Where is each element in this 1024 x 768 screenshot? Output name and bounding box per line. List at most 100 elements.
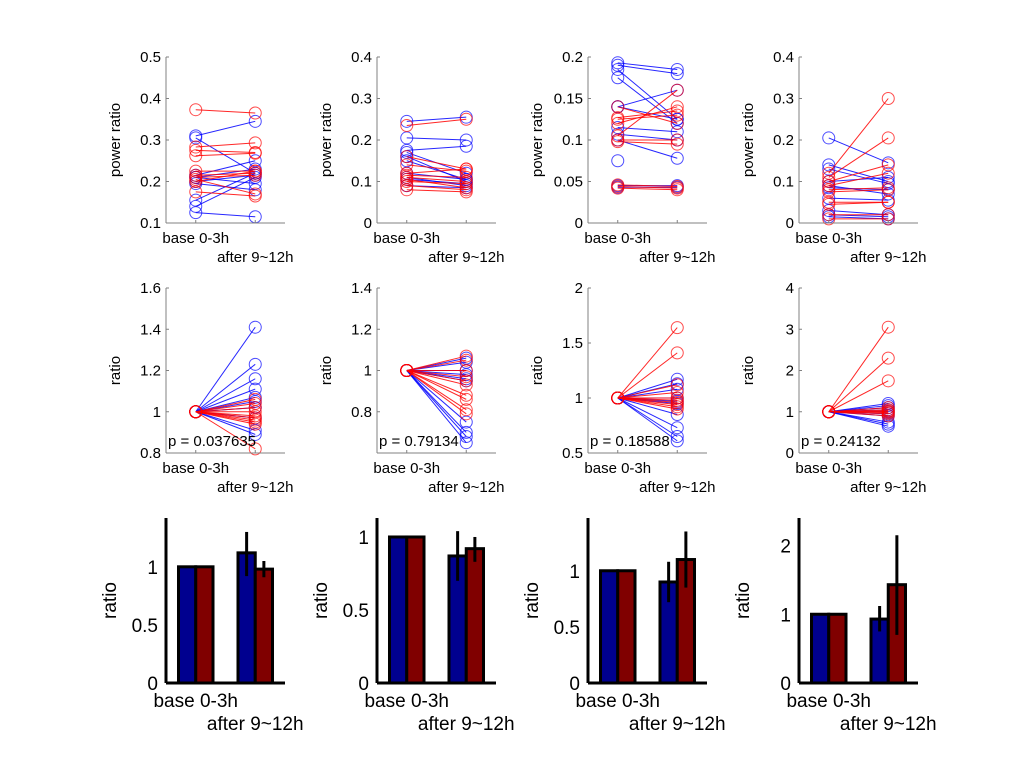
data-line-blue	[828, 137, 889, 164]
y-tick-label: 0	[575, 215, 583, 232]
data-line-red	[406, 174, 467, 178]
data-point-red	[459, 112, 473, 126]
data-point-red	[248, 136, 262, 150]
bar-red	[616, 569, 637, 685]
bar-red	[827, 612, 848, 685]
subplot-4: 0 0.1 0.2 0.3 0.4 base 0-3h after 9~12h power r…	[740, 49, 926, 266]
y-axis-label: ratio	[100, 582, 121, 619]
data-line-red	[195, 398, 256, 413]
y-tick-label: 0.1	[562, 132, 583, 149]
data-point-red	[822, 197, 836, 211]
y-tick-label: 0	[786, 445, 794, 462]
data-line-red	[406, 370, 467, 400]
data-point-red	[400, 364, 414, 377]
data-line-red	[406, 176, 467, 182]
data-line-blue	[617, 397, 678, 415]
data-line-red	[195, 411, 256, 425]
y-tick-label: 0.8	[140, 445, 161, 462]
data-point-red	[248, 442, 262, 456]
data-line-blue	[406, 370, 467, 423]
data-point-red	[881, 374, 895, 388]
data-line-red	[617, 392, 678, 399]
data-line-blue	[828, 411, 889, 427]
y-axis-label: power ratio	[740, 103, 757, 177]
data-line-blue	[406, 370, 467, 437]
data-point-red	[400, 183, 414, 197]
x-tick-label: after 9~12h	[207, 714, 304, 735]
data-point-red	[670, 378, 684, 392]
data-point-blue	[611, 71, 625, 85]
data-line-blue	[617, 397, 678, 429]
data-point-red	[189, 175, 203, 188]
y-axis-label: ratio	[733, 582, 754, 619]
data-line-red	[617, 110, 678, 119]
data-point-red	[822, 212, 836, 226]
subplot-3: 0 0.05 0.1 0.15 0.2 base 0-3h after 9~12h power…	[529, 49, 715, 266]
x-tick-label: after 9~12h	[428, 249, 504, 266]
data-point-blue	[400, 114, 414, 128]
data-line-blue	[195, 411, 256, 431]
data-line-red	[617, 114, 678, 120]
data-point-blue	[670, 67, 684, 81]
x-tick-label: base 0-3h	[795, 460, 862, 477]
data-line-red	[617, 106, 678, 124]
data-point-blue	[189, 199, 203, 213]
data-line-red	[406, 370, 467, 396]
y-tick-label: 0.2	[562, 49, 583, 66]
data-point-blue	[189, 206, 203, 220]
data-point-blue	[459, 139, 473, 153]
data-point-red	[459, 388, 473, 402]
data-point-blue	[248, 357, 262, 371]
y-axis-label: power ratio	[318, 103, 335, 177]
data-line-red	[406, 189, 467, 193]
data-line-red	[828, 187, 889, 191]
data-line-blue	[406, 160, 467, 180]
data-line-blue	[617, 388, 678, 399]
data-line-blue	[828, 210, 889, 216]
data-point-red	[670, 183, 684, 197]
data-line-blue	[195, 168, 256, 178]
data-line-red	[195, 407, 256, 413]
data-point-red	[459, 407, 473, 421]
y-axis-label: ratio	[522, 582, 543, 619]
y-tick-label: 1.4	[140, 321, 161, 338]
data-point-blue	[670, 62, 684, 76]
data-point-red	[670, 137, 684, 151]
y-tick-label: 1.2	[140, 363, 161, 380]
y-tick-label: 0.5	[132, 616, 158, 637]
data-line-red	[406, 359, 467, 371]
data-line-red	[406, 168, 467, 174]
data-line-red	[195, 178, 256, 195]
data-point-blue	[248, 114, 262, 128]
data-line-blue	[617, 89, 678, 108]
data-point-red	[670, 346, 684, 360]
p-value-annotation: p = 0.037635	[168, 433, 256, 450]
data-point-red	[248, 106, 262, 120]
data-point-red	[189, 185, 203, 199]
data-line-red	[617, 89, 678, 137]
data-line-red	[828, 201, 889, 205]
bar-blue	[598, 569, 620, 685]
y-tick-label: 1	[569, 562, 580, 583]
data-point-blue	[670, 434, 684, 448]
data-line-blue	[406, 137, 467, 141]
data-point-red	[670, 83, 684, 97]
data-line-blue	[617, 378, 678, 399]
y-tick-label: 0.3	[140, 132, 161, 149]
y-tick-label: 0	[358, 674, 369, 695]
y-tick-label: 1	[780, 605, 791, 626]
data-point-red	[459, 392, 473, 406]
data-line-red	[406, 185, 467, 191]
data-point-red	[670, 402, 684, 416]
data-point-blue	[611, 154, 625, 168]
data-line-red	[828, 137, 889, 178]
data-point-blue	[248, 320, 262, 334]
data-point-red	[822, 175, 836, 188]
data-line-red	[406, 355, 467, 371]
data-point-blue	[611, 62, 625, 76]
y-tick-label: 1.2	[351, 321, 372, 338]
data-point-red	[400, 172, 414, 186]
